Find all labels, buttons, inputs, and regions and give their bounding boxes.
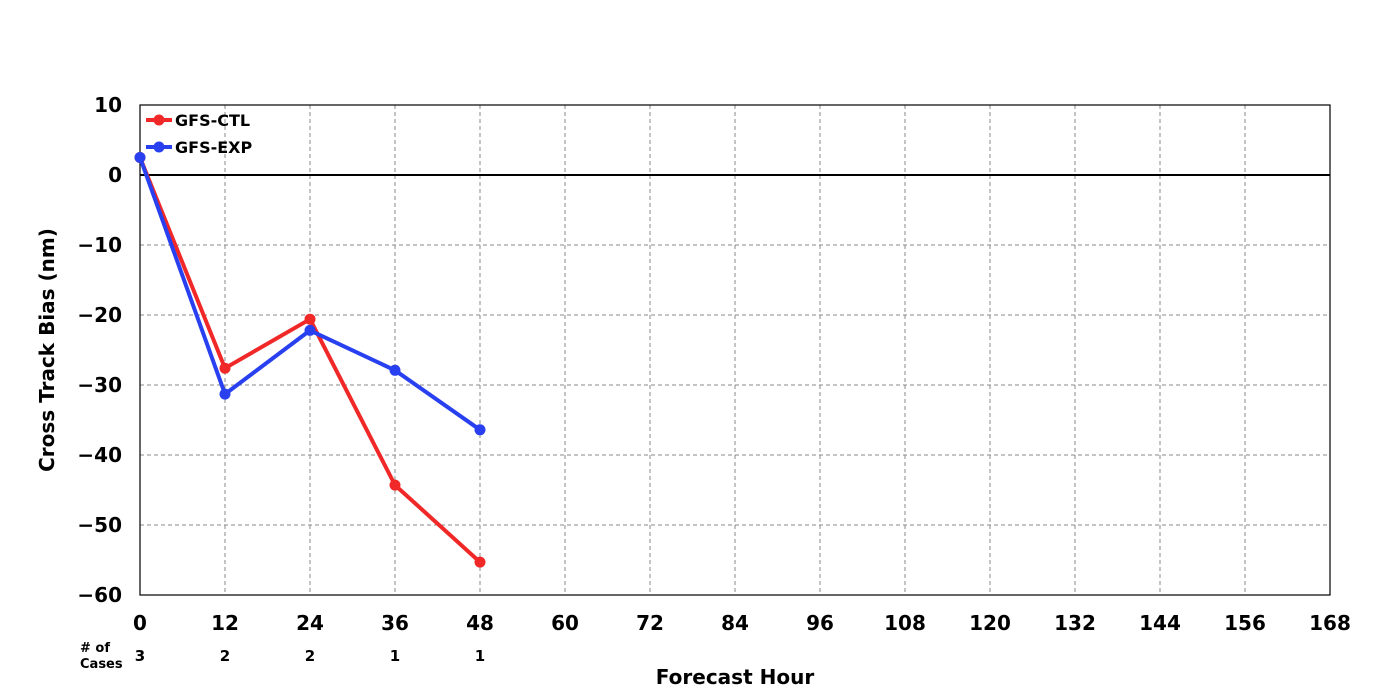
cases-count: 2: [220, 647, 230, 665]
data-point: [219, 362, 231, 374]
x-tick-label: 72: [636, 611, 664, 635]
x-tick-label: 132: [1054, 611, 1096, 635]
legend-swatch-marker: [153, 141, 165, 153]
legend-item: GFS-CTL: [146, 111, 250, 130]
data-point: [304, 313, 316, 325]
data-point: [219, 388, 231, 400]
x-tick-label: 168: [1309, 611, 1351, 635]
data-point: [474, 424, 486, 436]
legend-label: GFS-CTL: [175, 111, 250, 130]
y-tick-label: −10: [77, 233, 122, 257]
y-tick-label: −60: [77, 583, 122, 607]
y-tick-label: −50: [77, 513, 122, 537]
x-tick-label: 48: [466, 611, 494, 635]
x-tick-label: 60: [551, 611, 579, 635]
x-tick-label: 84: [721, 611, 749, 635]
number-of-cases-row: # of Cases 3 2 2 1 1: [80, 641, 485, 672]
x-tick-label: 24: [296, 611, 324, 635]
x-tick-label: 36: [381, 611, 409, 635]
cases-count: 1: [390, 647, 400, 665]
data-point: [389, 479, 401, 491]
series-gfs-exp: [134, 152, 486, 436]
legend-label: GFS-EXP: [175, 138, 252, 157]
cases-header-line-2: Cases: [80, 657, 123, 672]
cases-count: 1: [475, 647, 485, 665]
data-point: [304, 324, 316, 336]
cases-count: 3: [135, 647, 145, 665]
y-tick-label: −20: [77, 303, 122, 327]
x-tick-label: 12: [211, 611, 239, 635]
x-tick-label: 108: [884, 611, 926, 635]
x-tick-label: 0: [133, 611, 147, 635]
legend: GFS-CTL GFS-EXP: [146, 111, 252, 157]
legend-swatch-marker: [153, 114, 165, 126]
cases-count: 2: [305, 647, 315, 665]
y-tick-label: −30: [77, 373, 122, 397]
x-tick-label: 96: [806, 611, 834, 635]
x-axis-title: Forecast Hour: [656, 665, 815, 689]
x-tick-label: 156: [1224, 611, 1266, 635]
y-axis-tick-labels: 10 0 −10 −20 −30 −40 −50 −60: [77, 93, 122, 607]
cases-header-line-1: # of: [80, 641, 110, 656]
x-tick-label: 144: [1139, 611, 1181, 635]
data-point: [474, 556, 486, 568]
y-axis-title: Cross Track Bias (nm): [35, 228, 59, 472]
y-tick-label: 0: [108, 163, 122, 187]
y-tick-label: −40: [77, 443, 122, 467]
data-point: [389, 364, 401, 376]
x-axis-tick-labels: 0 12 24 36 48 60 72 84 96 108 120 132 144 156 168: [133, 611, 1351, 635]
data-series: [134, 152, 486, 568]
x-tick-label: 120: [969, 611, 1011, 635]
y-tick-label: 10: [94, 93, 122, 117]
grid-lines: [140, 105, 1330, 595]
plot-area-frame: [139, 104, 1331, 596]
data-point: [134, 152, 146, 163]
legend-item: GFS-EXP: [146, 138, 252, 157]
